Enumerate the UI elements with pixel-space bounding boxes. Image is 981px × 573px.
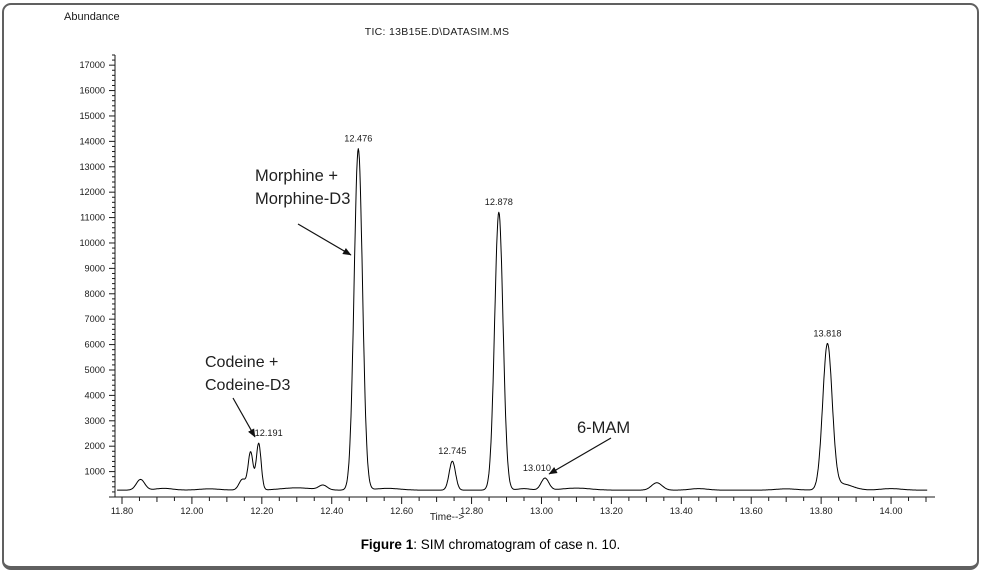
svg-text:1000: 1000: [85, 467, 105, 477]
svg-text:11000: 11000: [80, 213, 105, 223]
svg-text:12.00: 12.00: [180, 506, 203, 516]
svg-text:12.20: 12.20: [250, 506, 273, 516]
svg-text:13000: 13000: [79, 162, 105, 172]
svg-text:13.40: 13.40: [670, 506, 693, 516]
x-axis-title: Time-->: [429, 512, 465, 523]
svg-text:7000: 7000: [85, 314, 105, 324]
svg-text:12.60: 12.60: [390, 506, 413, 516]
svg-text:12.80: 12.80: [460, 506, 483, 516]
svg-text:14.00: 14.00: [880, 506, 903, 516]
annotation-codeine: Codeine + Codeine-D3: [205, 354, 291, 394]
svg-text:4000: 4000: [85, 390, 105, 400]
y-axis-title: Abundance: [64, 11, 120, 23]
svg-text:12.476: 12.476: [344, 134, 372, 144]
svg-text:14000: 14000: [79, 136, 105, 146]
figure-caption-text: : SIM chromatogram of case n. 10.: [413, 537, 621, 552]
svg-text:11.80: 11.80: [111, 506, 133, 516]
svg-text:2000: 2000: [85, 441, 105, 451]
svg-text:12.40: 12.40: [320, 506, 343, 516]
svg-text:13.20: 13.20: [600, 506, 623, 516]
svg-text:12.191: 12.191: [255, 428, 283, 438]
svg-text:15000: 15000: [79, 111, 105, 121]
svg-text:13.60: 13.60: [740, 506, 763, 516]
svg-text:13.00: 13.00: [530, 506, 553, 516]
svg-text:12.878: 12.878: [485, 197, 513, 207]
svg-text:10000: 10000: [79, 238, 105, 248]
svg-text:5000: 5000: [85, 365, 105, 375]
figure-caption: Figure 1: SIM chromatogram of case n. 10…: [0, 537, 981, 552]
svg-text:8000: 8000: [85, 289, 105, 299]
svg-text:12.745: 12.745: [438, 446, 466, 456]
svg-text:17000: 17000: [79, 60, 105, 70]
svg-text:13.818: 13.818: [813, 328, 841, 338]
svg-text:13.80: 13.80: [810, 506, 833, 516]
svg-text:16000: 16000: [79, 86, 105, 96]
annotation-morphine: Morphine + Morphine-D3: [255, 167, 351, 209]
svg-text:9000: 9000: [85, 263, 105, 273]
svg-text:13.010: 13.010: [523, 463, 551, 473]
svg-text:6000: 6000: [85, 340, 105, 350]
svg-text:12000: 12000: [79, 187, 105, 197]
svg-text:3000: 3000: [85, 416, 105, 426]
figure-caption-label: Figure 1: [360, 537, 414, 552]
annotation-6mam: 6-MAM: [577, 419, 631, 437]
chart-title: TIC: 13B15E.D\DATASIM.MS: [364, 26, 510, 38]
